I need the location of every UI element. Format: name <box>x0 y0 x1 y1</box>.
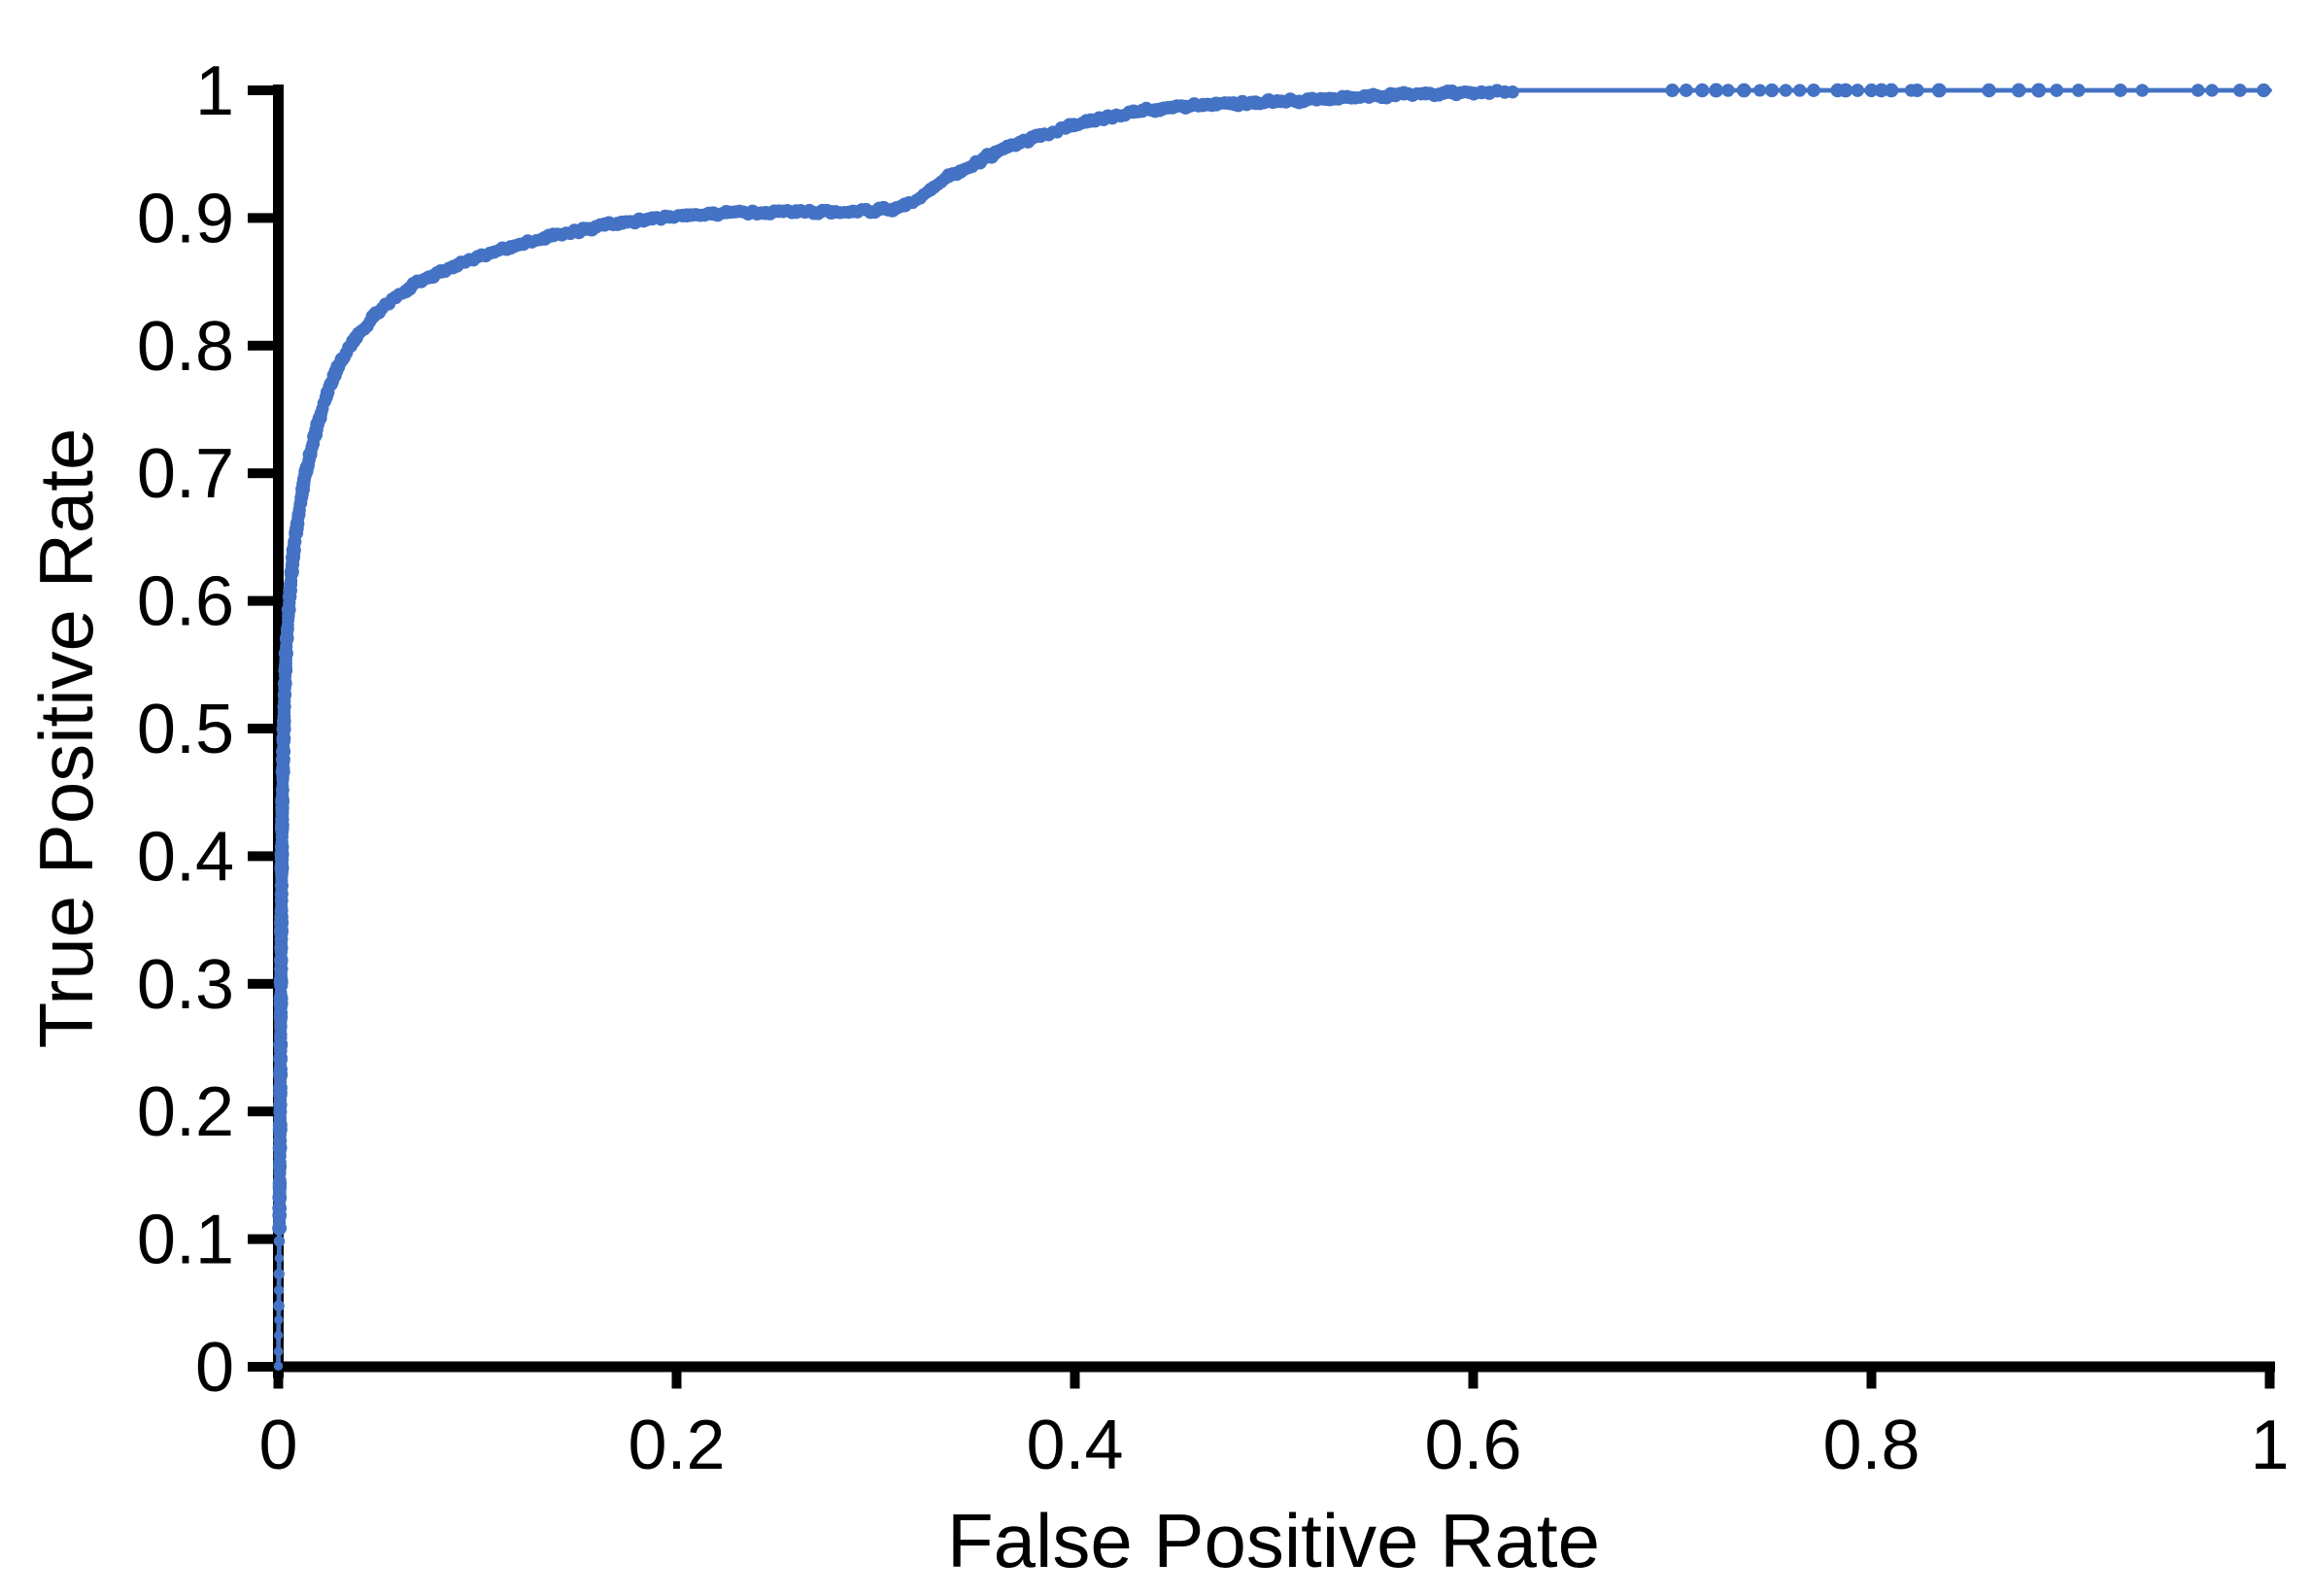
y-tick <box>248 851 273 862</box>
roc-data-dot <box>273 1361 284 1371</box>
roc-data-dot <box>1982 83 1996 98</box>
x-axis-title: False Positive Rate <box>947 1498 1600 1583</box>
roc-data-dot <box>1721 84 1735 97</box>
y-tick-label: 0.7 <box>137 435 234 513</box>
roc-data-dot <box>1884 83 1899 98</box>
roc-data-dot <box>2011 83 2026 98</box>
roc-data-dot <box>2050 84 2064 97</box>
x-axis-line <box>273 1361 2275 1373</box>
y-tick <box>248 1106 273 1117</box>
roc-data-dot <box>2191 84 2205 97</box>
y-tick-label: 0.2 <box>137 1073 234 1151</box>
axes-layer <box>248 85 2275 1389</box>
roc-data-dot <box>273 1284 285 1296</box>
roc-data-dot <box>1910 83 1924 98</box>
roc-data-dot <box>1679 84 1693 97</box>
y-tick <box>248 978 273 989</box>
y-tick-label: 0.6 <box>137 563 234 641</box>
roc-data-dot <box>1695 83 1710 98</box>
x-tick-label: 1 <box>2250 1407 2289 1484</box>
roc-data-dot <box>1665 84 1680 97</box>
roc-data-dot <box>1931 83 1947 98</box>
roc-data-dot <box>2135 84 2149 97</box>
y-tick-label: 0.5 <box>137 691 234 768</box>
roc-data-dot <box>1838 83 1853 98</box>
y-tick <box>248 724 273 733</box>
roc-data-dot <box>2205 84 2219 97</box>
y-tick <box>248 595 273 606</box>
roc-data-dot <box>1864 83 1879 98</box>
roc-data-dot <box>2232 84 2247 97</box>
x-tick-label: 0.6 <box>1424 1407 1521 1484</box>
roc-data-dot <box>1506 85 1519 99</box>
y-tick-label: 0.4 <box>137 818 234 896</box>
roc-data-dot <box>1753 84 1767 97</box>
y-tick <box>248 213 273 223</box>
roc-data-dot <box>274 1315 284 1325</box>
roc-data-dot <box>1764 83 1780 98</box>
roc-data-dot <box>2071 84 2086 97</box>
y-tick <box>248 468 273 479</box>
y-tick <box>248 1234 273 1244</box>
roc-data-dot <box>2113 84 2127 97</box>
y-tick-label: 0.3 <box>137 946 234 1024</box>
x-tick <box>1468 1372 1478 1389</box>
roc-data-dot <box>2257 83 2271 98</box>
y-tick-label: 0.9 <box>137 180 234 257</box>
x-tick-label: 0 <box>258 1407 297 1484</box>
y-tick-label: 1 <box>195 52 234 130</box>
y-axis-title: True Positive Rate <box>23 428 109 1049</box>
roc-data-dot <box>273 1268 285 1280</box>
y-tick-label: 0.8 <box>137 308 234 386</box>
y-tick-label: 0 <box>195 1329 234 1407</box>
y-tick-label: 0.1 <box>137 1202 234 1279</box>
x-tick-label: 0.2 <box>628 1407 725 1484</box>
x-tick-label: 0.4 <box>1026 1407 1123 1484</box>
x-tick <box>1866 1372 1877 1389</box>
roc-data-dot <box>1779 84 1792 97</box>
roc-data-dot <box>1709 83 1724 98</box>
x-tick <box>671 1372 682 1389</box>
roc-data-dot <box>1736 83 1751 98</box>
x-tick <box>1070 1372 1080 1389</box>
roc-curve-line <box>276 87 2272 1370</box>
roc-data-dot <box>1807 84 1820 97</box>
roc-data-dot <box>274 1253 285 1264</box>
roc-data-dot <box>2031 83 2047 98</box>
roc-data-dot <box>1851 84 1865 97</box>
x-tick-label: 0.8 <box>1822 1407 1920 1484</box>
roc-data-dot <box>1874 83 1889 98</box>
y-tick <box>248 1362 273 1372</box>
roc-data-dot <box>273 1236 286 1247</box>
roc-data-dot <box>273 1300 285 1312</box>
x-tick <box>273 1372 284 1389</box>
tick-label-layer: 0 0.1 0.2 0.3 0.4 0.5 0.6 0.7 0.8 0.9 1 0 0.2 0.4 0.6 0… <box>137 52 2290 1484</box>
roc-curve-series <box>272 83 2272 1371</box>
x-tick <box>2264 1372 2275 1389</box>
roc-data-dot <box>273 1346 284 1357</box>
roc-data-dot <box>274 1330 284 1341</box>
y-tick <box>248 340 273 351</box>
y-tick <box>248 85 273 95</box>
roc-data-dot <box>1793 84 1807 97</box>
